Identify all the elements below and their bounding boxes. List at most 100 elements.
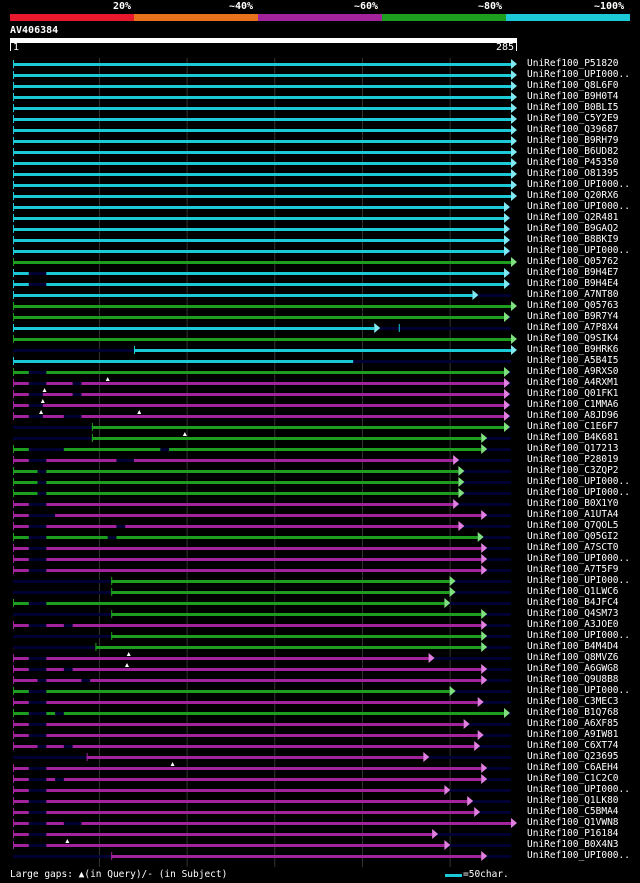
hit-label[interactable]: UniRef100_Q39687 xyxy=(527,124,619,135)
hit-row[interactable] xyxy=(13,389,511,403)
hit-label[interactable]: UniRef100_B6UD82 xyxy=(527,146,619,157)
hit-label[interactable]: UniRef100_Q1VWN8 xyxy=(527,817,619,828)
hit-row[interactable] xyxy=(13,246,511,256)
hit-row[interactable] xyxy=(13,323,511,333)
hit-row[interactable] xyxy=(13,224,511,234)
hit-label[interactable]: UniRef100_P16184 xyxy=(527,828,619,839)
hit-label[interactable]: UniRef100_Q1LWC6 xyxy=(527,586,619,597)
hit-label[interactable]: UniRef100_UPI000.. xyxy=(527,179,630,190)
hit-row[interactable] xyxy=(13,818,517,828)
hit-label[interactable]: UniRef100_O81395 xyxy=(527,168,619,179)
hit-row[interactable] xyxy=(13,378,511,392)
hit-row[interactable] xyxy=(13,477,511,487)
hit-row[interactable] xyxy=(13,664,511,674)
hit-row[interactable] xyxy=(13,675,511,685)
hit-label[interactable]: UniRef100_B9H4E4 xyxy=(527,278,619,289)
hit-label[interactable]: UniRef100_Q8MVZ6 xyxy=(527,652,619,663)
hit-label[interactable]: UniRef100_C6AEH4 xyxy=(527,762,619,773)
hit-label[interactable]: UniRef100_P28019 xyxy=(527,454,619,465)
hit-label[interactable]: UniRef100_B4K681 xyxy=(527,432,619,443)
hit-label[interactable]: UniRef100_B8BKI9 xyxy=(527,234,619,245)
hit-row[interactable] xyxy=(13,455,511,465)
hit-label[interactable]: UniRef100_C3MEC3 xyxy=(527,696,619,707)
hit-row[interactable] xyxy=(13,785,511,795)
hit-row[interactable] xyxy=(13,521,511,531)
hit-label[interactable]: UniRef100_A7P8X4 xyxy=(527,322,619,333)
hit-row[interactable] xyxy=(13,598,511,608)
hit-row[interactable] xyxy=(13,180,517,190)
hit-label[interactable]: UniRef100_B4M4D4 xyxy=(527,641,619,652)
hit-row[interactable] xyxy=(13,114,517,124)
hit-row[interactable] xyxy=(13,851,511,861)
hit-row[interactable] xyxy=(13,499,511,509)
hit-label[interactable]: UniRef100_Q23695 xyxy=(527,751,619,762)
hit-row[interactable] xyxy=(13,213,511,223)
hit-label[interactable]: UniRef100_B9RH79 xyxy=(527,135,619,146)
hit-label[interactable]: UniRef100_Q9U8B8 xyxy=(527,674,619,685)
hit-label[interactable]: UniRef100_B0X1Y0 xyxy=(527,498,619,509)
hit-row[interactable] xyxy=(13,444,511,454)
hit-label[interactable]: UniRef100_Q9SIK4 xyxy=(527,333,619,344)
hit-label[interactable]: UniRef100_C6XT74 xyxy=(527,740,619,751)
hit-row[interactable] xyxy=(13,312,511,322)
hit-row[interactable] xyxy=(13,125,517,135)
hit-label[interactable]: UniRef100_C5BMA4 xyxy=(527,806,619,817)
hit-label[interactable]: UniRef100_UPI000.. xyxy=(527,69,630,80)
hit-label[interactable]: UniRef100_Q2R481 xyxy=(527,212,619,223)
hit-label[interactable]: UniRef100_B0BLI5 xyxy=(527,102,619,113)
hit-label[interactable]: UniRef100_B9H4E7 xyxy=(527,267,619,278)
hit-row[interactable] xyxy=(13,411,511,421)
hit-label[interactable]: UniRef100_Q05762 xyxy=(527,256,619,267)
hit-row[interactable] xyxy=(13,290,511,300)
hit-row[interactable] xyxy=(13,829,511,843)
hit-label[interactable]: UniRef100_UPI000.. xyxy=(527,553,630,564)
hit-label[interactable]: UniRef100_P45350 xyxy=(527,157,619,168)
hit-label[interactable]: UniRef100_A9RXS0 xyxy=(527,366,619,377)
hit-label[interactable]: UniRef100_Q8L6F0 xyxy=(527,80,619,91)
hit-row[interactable] xyxy=(13,81,517,91)
hit-row[interactable] xyxy=(13,147,517,157)
hit-label[interactable]: UniRef100_B0X4N3 xyxy=(527,839,619,850)
hit-row[interactable] xyxy=(13,653,511,667)
hit-row[interactable] xyxy=(13,642,511,656)
hit-row[interactable] xyxy=(13,796,511,806)
hit-row[interactable] xyxy=(13,367,511,381)
hit-row[interactable] xyxy=(13,840,511,850)
hit-label[interactable]: UniRef100_Q1LK80 xyxy=(527,795,619,806)
hit-label[interactable]: UniRef100_UPI000.. xyxy=(527,784,630,795)
hit-row[interactable] xyxy=(13,357,511,365)
hit-row[interactable] xyxy=(13,543,511,553)
hit-row[interactable] xyxy=(13,433,511,443)
hit-row[interactable] xyxy=(13,807,511,817)
hit-label[interactable]: UniRef100_P51820 xyxy=(527,58,619,69)
hit-label[interactable]: UniRef100_C1C2C0 xyxy=(527,773,619,784)
hit-label[interactable]: UniRef100_B1Q768 xyxy=(527,707,619,718)
hit-label[interactable]: UniRef100_B4JFC4 xyxy=(527,597,619,608)
hit-label[interactable]: UniRef100_UPI000.. xyxy=(527,476,630,487)
hit-label[interactable]: UniRef100_UPI000.. xyxy=(527,245,630,256)
hit-row[interactable] xyxy=(13,532,511,542)
hit-label[interactable]: UniRef100_B9GAQ2 xyxy=(527,223,619,234)
hit-row[interactable] xyxy=(13,631,511,641)
hit-row[interactable] xyxy=(13,169,517,179)
hit-row[interactable] xyxy=(13,301,517,311)
hit-row[interactable] xyxy=(13,719,511,729)
hit-row[interactable] xyxy=(13,730,511,740)
hit-row[interactable] xyxy=(13,609,511,619)
hit-row[interactable] xyxy=(13,59,517,69)
hit-row[interactable] xyxy=(13,191,517,201)
hit-label[interactable]: UniRef100_A7SCT0 xyxy=(527,542,619,553)
hit-label[interactable]: UniRef100_A9IW81 xyxy=(527,729,619,740)
hit-row[interactable] xyxy=(13,488,511,498)
hit-row[interactable] xyxy=(13,70,517,80)
hit-label[interactable]: UniRef100_B9R7Y4 xyxy=(527,311,619,322)
hit-row[interactable] xyxy=(13,686,511,696)
hit-row[interactable] xyxy=(13,763,511,773)
hit-row[interactable] xyxy=(13,697,511,707)
hit-row[interactable] xyxy=(13,103,517,113)
hit-row[interactable] xyxy=(13,565,511,575)
hit-label[interactable]: UniRef100_A5B4I5 xyxy=(527,355,619,366)
hit-label[interactable]: UniRef100_A1UTA4 xyxy=(527,509,619,520)
hit-row[interactable] xyxy=(13,345,517,355)
hit-label[interactable]: UniRef100_UPI000.. xyxy=(527,685,630,696)
